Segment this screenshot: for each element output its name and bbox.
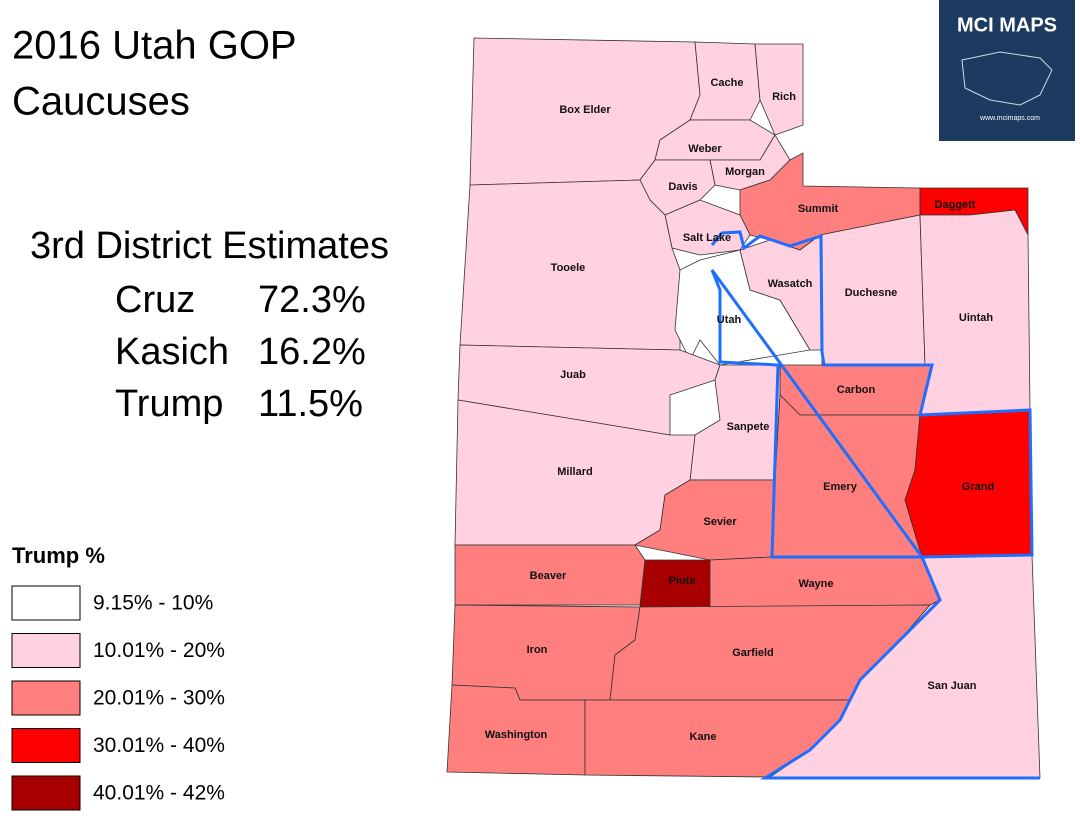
legend-swatch	[11, 775, 81, 811]
legend-label: 9.15% - 10%	[93, 592, 213, 615]
logo: MCI MAPS www.mcimaps.com	[939, 0, 1075, 141]
county-label: Davis	[668, 181, 697, 193]
county-label: Wayne	[798, 578, 833, 590]
county-label: Sanpete	[727, 421, 770, 433]
candidate-name: Cruz	[115, 279, 195, 321]
county-label: Summit	[798, 203, 839, 215]
estimates: Cruz 72.3% Kasich 16.2% Trump 11.5%	[115, 279, 366, 425]
estimates-heading: 3rd District Estimates	[30, 225, 389, 267]
candidate-name: Trump	[115, 383, 223, 425]
title-line: 2016 Utah GOP	[12, 24, 297, 68]
legend-swatch	[11, 585, 81, 621]
county-label: Beaver	[530, 570, 567, 582]
county-label: Millard	[557, 466, 592, 478]
logo-url: www.mcimaps.com	[979, 115, 1040, 122]
county-label: Morgan	[725, 166, 765, 178]
county-label: Washington	[485, 729, 548, 741]
county-label: Juab	[560, 369, 586, 381]
logo-title: MCI MAPS	[957, 14, 1057, 36]
candidate-share: 16.2%	[258, 331, 366, 373]
county-label: Piute	[669, 575, 696, 587]
logo-box	[939, 0, 1075, 141]
county	[771, 394, 923, 558]
legend: 9.15% - 10% 10.01% - 20% 20.01% - 30% 30.01…	[11, 585, 225, 811]
district-outline	[710, 230, 1040, 780]
county-label: Carbon	[837, 384, 876, 396]
county	[754, 43, 804, 136]
logo-us-map	[961, 51, 1053, 106]
county-label: Weber	[688, 143, 722, 155]
county-label: Duchesne	[845, 287, 898, 299]
county-label: Garfield	[732, 647, 774, 659]
county-label: Uintah	[959, 312, 994, 324]
legend-swatch	[11, 728, 81, 763]
county-label: San Juan	[928, 680, 977, 692]
county-label: Salt Lake	[683, 232, 731, 244]
legend-swatch	[11, 633, 81, 668]
county	[664, 199, 751, 256]
counties	[446, 37, 1041, 779]
county-label: Sevier	[703, 516, 737, 528]
candidate-name: Kasich	[115, 331, 229, 373]
county-label: Emery	[823, 481, 858, 493]
county-label: Utah	[717, 314, 742, 326]
county-label: Kane	[690, 731, 717, 743]
county-label: Grand	[962, 481, 994, 493]
legend-label: 40.01% - 42%	[93, 782, 225, 805]
county-label: Iron	[527, 644, 548, 656]
legend-label: 10.01% - 20%	[93, 639, 225, 662]
county-label: Wasatch	[768, 278, 813, 290]
county-label: Cache	[710, 77, 743, 89]
county-label: Rich	[772, 91, 796, 103]
county-label: Box Elder	[559, 104, 611, 116]
legend-label: 30.01% - 40%	[93, 734, 225, 757]
county-label: Tooele	[551, 262, 586, 274]
title-line: Caucuses	[12, 80, 190, 124]
legend-swatch	[11, 680, 81, 716]
legend-label: 20.01% - 30%	[93, 687, 225, 710]
county-label: Daggett	[935, 199, 976, 211]
candidate-share: 11.5%	[258, 383, 363, 425]
legend-title: Trump %	[12, 543, 105, 568]
candidate-share: 72.3%	[258, 279, 366, 321]
